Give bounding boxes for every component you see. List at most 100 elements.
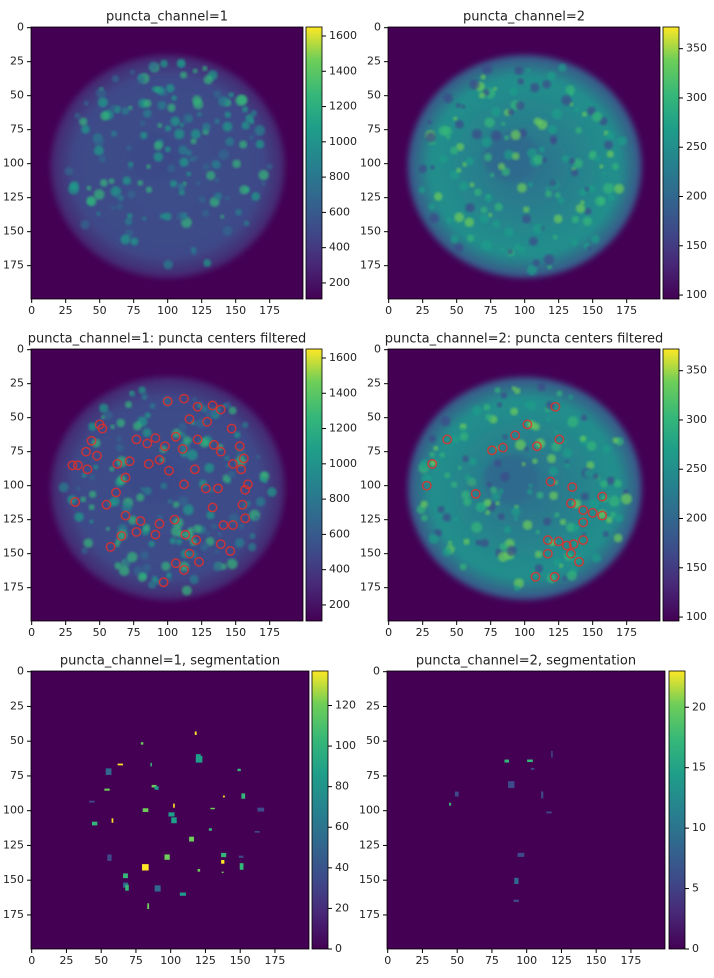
texture-spot	[542, 79, 551, 89]
texture-spot	[241, 501, 250, 510]
puncta-center	[554, 434, 565, 445]
texture-spot	[569, 91, 574, 96]
texture-spot	[604, 140, 614, 150]
x-tick-label: 75	[484, 626, 498, 639]
texture-spot	[459, 432, 469, 441]
puncta-center	[179, 393, 189, 404]
texture-spot	[612, 437, 619, 444]
segment-region	[142, 864, 149, 871]
texture-spot	[474, 188, 482, 196]
texture-spot	[110, 186, 122, 197]
x-tick-label: 100	[157, 626, 178, 639]
colorbar-tick-label: 20	[692, 700, 706, 713]
texture-spot	[201, 209, 210, 217]
texture-spot	[187, 438, 193, 443]
texture-spot	[190, 420, 195, 425]
texture-spot	[551, 108, 563, 120]
x-tick-label: 125	[551, 954, 572, 967]
texture-spot	[88, 504, 95, 511]
y-tick-label: 75	[10, 123, 24, 136]
puncta-center	[240, 513, 251, 524]
texture-spot	[504, 227, 514, 237]
texture-spot	[515, 101, 525, 110]
texture-spot	[428, 435, 437, 443]
x-tick-label: 0	[384, 954, 391, 967]
colorbar-tick-label: 200	[686, 512, 707, 525]
x-tick-label: 175	[259, 304, 280, 317]
texture-spot	[439, 452, 445, 458]
y-tick-label: 0	[374, 343, 381, 356]
image	[388, 349, 660, 621]
texture-spot	[586, 245, 592, 251]
y-tick-label: 75	[10, 769, 24, 782]
texture-spot	[109, 104, 117, 112]
texture-spot	[511, 507, 521, 517]
texture-spot	[524, 446, 529, 452]
segment-region	[89, 800, 95, 803]
puncta-center	[170, 558, 181, 569]
texture-spot	[212, 562, 223, 572]
texture-spot	[603, 182, 614, 194]
texture-spot	[114, 195, 119, 200]
texture-spot	[218, 95, 229, 107]
texture-spot	[166, 572, 172, 578]
texture-spot	[507, 248, 513, 255]
texture-spot	[574, 106, 580, 113]
texture-spot	[161, 561, 171, 571]
texture-spot	[430, 164, 435, 170]
texture-spot	[613, 479, 622, 488]
texture-spot	[487, 212, 493, 218]
texture-spot	[486, 482, 492, 487]
texture-spot	[443, 93, 453, 104]
puncta-center	[158, 577, 169, 588]
texture-spot	[579, 435, 587, 442]
texture-spot	[455, 119, 464, 129]
texture-spot	[105, 526, 110, 531]
texture-spot	[547, 264, 553, 270]
texture-spot	[420, 459, 430, 469]
colorbar-tick-label: 150	[686, 239, 707, 252]
y-tick-label: 100	[3, 804, 24, 817]
texture-spot	[513, 243, 521, 251]
puncta-center	[101, 499, 112, 510]
x-tick-label: 150	[586, 954, 607, 967]
texture-spot	[444, 472, 451, 479]
puncta-center	[587, 507, 598, 518]
texture-spot	[140, 392, 148, 400]
texture-spot	[190, 138, 197, 145]
texture-spot	[584, 207, 592, 215]
texture-spot	[569, 158, 576, 164]
texture-spot	[179, 431, 187, 438]
texture-spot	[211, 160, 220, 169]
puncta-center	[597, 491, 608, 502]
texture-spot	[546, 454, 557, 464]
segment-region	[150, 762, 152, 767]
texture-spot	[427, 119, 432, 125]
texture-spot	[175, 538, 183, 545]
texture-spot	[169, 180, 178, 188]
texture-spot	[137, 572, 147, 582]
texture-spot	[261, 472, 267, 478]
texture-spot	[153, 152, 164, 162]
texture-spot	[589, 498, 600, 510]
texture-spot	[526, 264, 538, 276]
texture-spot	[93, 189, 105, 200]
texture-spot	[108, 178, 115, 184]
y-tick-label: 0	[373, 665, 380, 678]
texture-spot	[204, 462, 215, 473]
panel-title: puncta_channel=1: puncta centers filtere…	[28, 332, 307, 347]
puncta-center	[105, 541, 116, 552]
texture-spot	[562, 576, 567, 581]
x-tick-label: 100	[514, 626, 535, 639]
segment-region	[239, 863, 244, 870]
puncta-center	[116, 531, 127, 541]
texture-spot	[80, 219, 90, 230]
texture-spot	[484, 117, 495, 128]
texture-spot	[463, 538, 470, 545]
texture-spot	[157, 100, 167, 110]
x-tick-label: 125	[548, 626, 569, 639]
texture-spot	[183, 436, 192, 445]
texture-spot	[248, 134, 255, 141]
puncta-center	[215, 539, 226, 550]
y-tick-label: 25	[367, 55, 381, 68]
